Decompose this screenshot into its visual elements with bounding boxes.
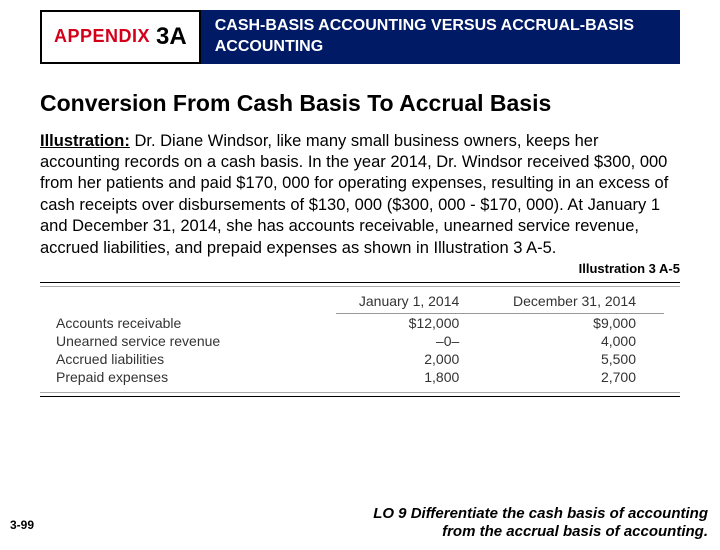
- row-value: 2,000: [336, 350, 488, 368]
- illustration-reference: Illustration 3 A-5: [0, 261, 680, 276]
- lo-line2: from the accrual basis of accounting.: [442, 523, 708, 540]
- row-label: Unearned service revenue: [56, 332, 336, 350]
- illustration-label: Illustration:: [40, 132, 130, 150]
- learning-objective: LO 9 Differentiate the cash basis of acc…: [34, 505, 708, 543]
- row-value: 4,000: [487, 332, 664, 350]
- illustration-body: Dr. Diane Windsor, like many small busin…: [40, 132, 668, 257]
- table-row: Accounts receivable $12,000 $9,000: [56, 314, 664, 333]
- table-row: Unearned service revenue –0– 4,000: [56, 332, 664, 350]
- row-value: –0–: [336, 332, 488, 350]
- table-header-row: January 1, 2014 December 31, 2014: [56, 291, 664, 314]
- table-row: Prepaid expenses 1,800 2,700: [56, 368, 664, 386]
- appendix-code: 3A: [156, 23, 187, 51]
- page-title-text: CASH-BASIS ACCOUNTING VERSUS ACCRUAL-BAS…: [215, 16, 666, 58]
- table-header-col2: December 31, 2014: [487, 291, 664, 314]
- illustration-paragraph: Illustration: Dr. Diane Windsor, like ma…: [40, 131, 680, 260]
- section-heading: Conversion From Cash Basis To Accrual Ba…: [40, 90, 680, 117]
- table-row: Accrued liabilities 2,000 5,500: [56, 350, 664, 368]
- row-value: 5,500: [487, 350, 664, 368]
- row-label: Accrued liabilities: [56, 350, 336, 368]
- row-value: 2,700: [487, 368, 664, 386]
- row-value: 1,800: [336, 368, 488, 386]
- appendix-box: APPENDIX 3A: [40, 10, 201, 64]
- appendix-label: APPENDIX: [54, 26, 150, 47]
- row-value: $12,000: [336, 314, 488, 333]
- table-header-blank: [56, 291, 336, 314]
- balances-table: January 1, 2014 December 31, 2014 Accoun…: [56, 291, 664, 386]
- header-bar: APPENDIX 3A CASH-BASIS ACCOUNTING VERSUS…: [40, 10, 680, 64]
- lo-line1: LO 9 Differentiate the cash basis of acc…: [373, 505, 708, 522]
- data-table-inner: January 1, 2014 December 31, 2014 Accoun…: [40, 286, 680, 393]
- data-table-wrap: January 1, 2014 December 31, 2014 Accoun…: [40, 282, 680, 397]
- footer: 3-99 LO 9 Differentiate the cash basis o…: [0, 505, 720, 543]
- table-header-col1: January 1, 2014: [336, 291, 488, 314]
- page-number: 3-99: [10, 518, 34, 542]
- row-label: Accounts receivable: [56, 314, 336, 333]
- page-title: CASH-BASIS ACCOUNTING VERSUS ACCRUAL-BAS…: [201, 10, 680, 64]
- row-value: $9,000: [487, 314, 664, 333]
- row-label: Prepaid expenses: [56, 368, 336, 386]
